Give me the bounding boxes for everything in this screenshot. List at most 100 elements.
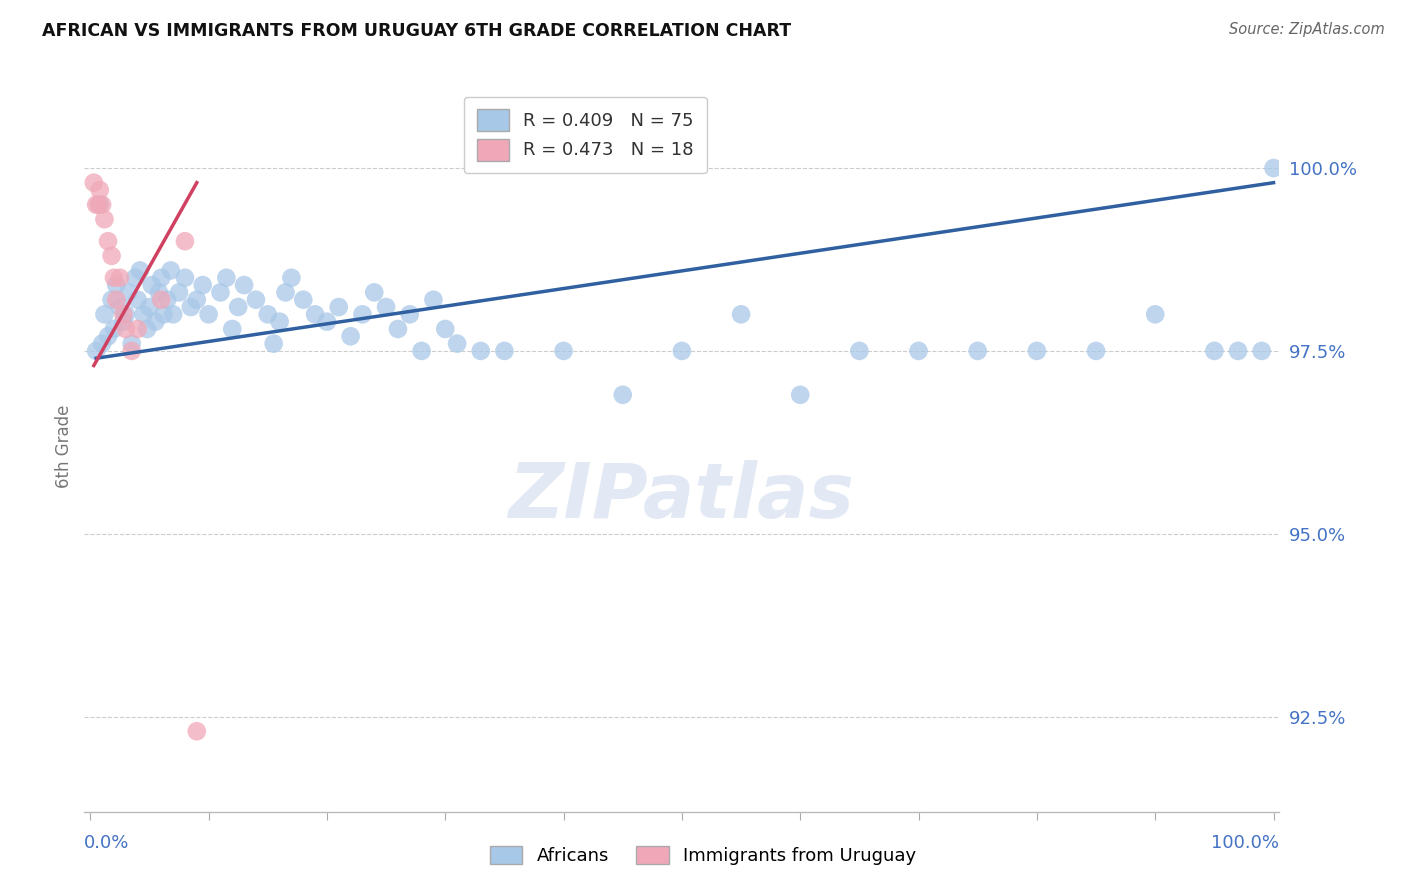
Text: 0.0%: 0.0%	[84, 834, 129, 852]
Text: Source: ZipAtlas.com: Source: ZipAtlas.com	[1229, 22, 1385, 37]
Point	[226, 300, 249, 314]
Point	[292, 293, 315, 307]
Point	[233, 278, 256, 293]
Point	[848, 343, 870, 358]
Point	[105, 293, 128, 307]
Point	[245, 293, 267, 307]
Legend: Africans, Immigrants from Uruguay: Africans, Immigrants from Uruguay	[481, 837, 925, 874]
Point	[91, 197, 114, 211]
Point	[112, 307, 135, 321]
Point	[117, 285, 139, 300]
Point	[141, 278, 163, 293]
Point	[156, 293, 179, 307]
Point	[434, 322, 457, 336]
Point	[269, 315, 291, 329]
Point	[108, 300, 131, 314]
Legend: R = 0.409   N = 75, R = 0.473   N = 18: R = 0.409 N = 75, R = 0.473 N = 18	[464, 96, 707, 173]
Point	[100, 249, 122, 263]
Point	[112, 315, 135, 329]
Point	[174, 234, 197, 248]
Point	[100, 293, 122, 307]
Point	[108, 270, 131, 285]
Point	[612, 388, 634, 402]
Point	[127, 293, 149, 307]
Point	[470, 343, 492, 358]
Text: 100.0%: 100.0%	[1212, 834, 1279, 852]
Point	[411, 343, 433, 358]
Point	[304, 307, 326, 321]
Point	[105, 278, 128, 293]
Point	[93, 307, 115, 321]
Point	[129, 263, 152, 277]
Point	[186, 724, 208, 739]
Point	[89, 183, 111, 197]
Point	[97, 234, 120, 248]
Point	[87, 197, 110, 211]
Point	[84, 197, 107, 211]
Point	[553, 343, 575, 358]
Point	[103, 322, 125, 336]
Point	[1144, 307, 1167, 321]
Point	[103, 270, 125, 285]
Point	[148, 285, 170, 300]
Point	[1263, 161, 1285, 175]
Text: AFRICAN VS IMMIGRANTS FROM URUGUAY 6TH GRADE CORRELATION CHART: AFRICAN VS IMMIGRANTS FROM URUGUAY 6TH G…	[42, 22, 792, 40]
Point	[132, 307, 155, 321]
Point	[167, 285, 190, 300]
Point	[150, 293, 173, 307]
Point	[671, 343, 693, 358]
Point	[150, 270, 173, 285]
Point	[274, 285, 297, 300]
Point	[114, 322, 136, 336]
Point	[121, 343, 143, 358]
Point	[1250, 343, 1272, 358]
Point	[136, 322, 159, 336]
Point	[363, 285, 385, 300]
Point	[352, 307, 374, 321]
Text: ZIPatlas: ZIPatlas	[509, 460, 855, 534]
Point	[121, 336, 143, 351]
Point	[191, 278, 214, 293]
Point	[124, 270, 146, 285]
Point	[114, 307, 136, 321]
Point	[84, 343, 107, 358]
Point	[143, 315, 166, 329]
Point	[1085, 343, 1108, 358]
Point	[966, 343, 988, 358]
Point	[221, 322, 243, 336]
Point	[186, 293, 208, 307]
Point	[209, 285, 232, 300]
Point	[138, 300, 160, 314]
Point	[180, 300, 202, 314]
Point	[89, 197, 111, 211]
Point	[159, 263, 181, 277]
Point	[387, 322, 409, 336]
Y-axis label: 6th Grade: 6th Grade	[55, 404, 73, 488]
Point	[1204, 343, 1226, 358]
Point	[127, 322, 149, 336]
Point	[339, 329, 361, 343]
Point	[422, 293, 444, 307]
Point	[83, 176, 105, 190]
Point	[152, 307, 174, 321]
Point	[263, 336, 285, 351]
Point	[1025, 343, 1047, 358]
Point	[97, 329, 120, 343]
Point	[93, 212, 115, 227]
Point	[162, 307, 184, 321]
Point	[1227, 343, 1250, 358]
Point	[91, 336, 114, 351]
Point	[280, 270, 302, 285]
Point	[446, 336, 468, 351]
Point	[398, 307, 420, 321]
Point	[375, 300, 398, 314]
Point	[730, 307, 752, 321]
Point	[494, 343, 516, 358]
Point	[256, 307, 278, 321]
Point	[907, 343, 929, 358]
Point	[328, 300, 350, 314]
Point	[197, 307, 219, 321]
Point	[316, 315, 339, 329]
Point	[215, 270, 238, 285]
Point	[789, 388, 811, 402]
